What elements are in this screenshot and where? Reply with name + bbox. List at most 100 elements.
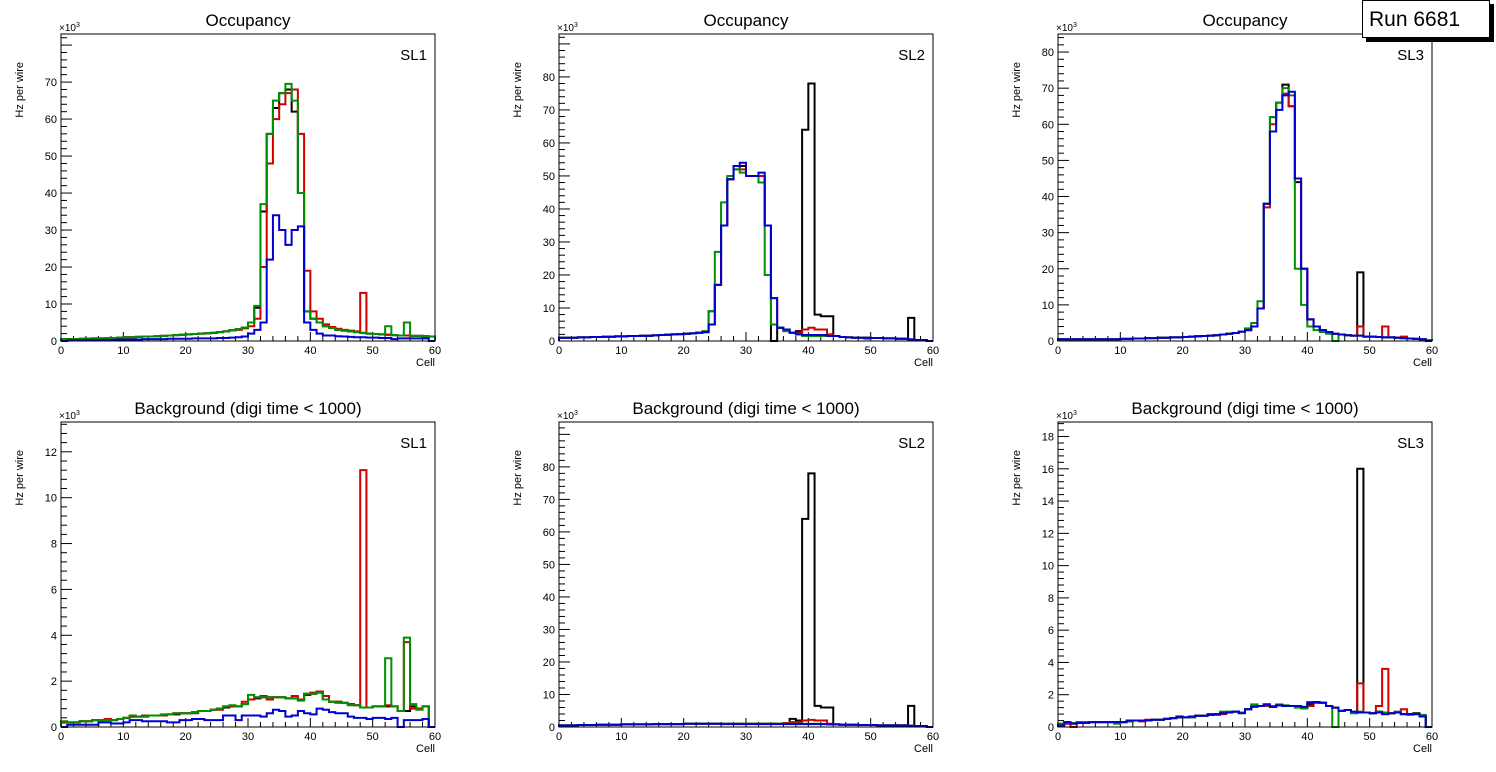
superlayer-label: SL3 [1397,435,1424,452]
x-tick-label: 0 [58,731,64,743]
y-tick-label: 70 [543,105,555,117]
y-tick-label: 16 [1042,464,1054,476]
x-tick-label: 10 [615,345,627,357]
x-tick-label: 40 [802,345,814,357]
y-tick-label: 50 [543,171,555,183]
y-axis-label: Hz per wire [14,62,26,118]
y-tick-label: 50 [1042,155,1054,167]
histogram-series-red [558,165,933,342]
y-tick-label: 40 [543,204,555,216]
x-tick-label: 20 [180,345,192,357]
chart-title: Background (digi time < 1000) [134,399,361,418]
histogram-series-blue [1057,90,1432,342]
histogram-panel-sl2-occupancy: Occupancy SL2 ×103 Cell Hz per wire 0 10 20 30 40… [512,11,939,369]
x-tick-label: 60 [1426,345,1438,357]
histogram-panel-sl1-background: Background (digi time < 1000) SL1 ×103 Cell… [14,399,441,755]
y-tick-label: 20 [543,657,555,669]
y-axis-label: Hz per wire [1011,450,1023,506]
chart-title: Occupancy [1202,11,1288,30]
chart-title: Background (digi time < 1000) [1131,399,1358,418]
x-tick-label: 40 [304,345,316,357]
x-tick-label: 20 [180,731,192,743]
y-tick-label: 10 [543,689,555,701]
y-tick-label: 0 [549,722,555,734]
histogram-series-green [60,82,436,341]
y-tick-label: 18 [1042,432,1054,444]
y-tick-label: 60 [543,138,555,150]
y-tick-label: 0 [51,336,57,348]
y-exponent-label: ×103 [59,22,80,34]
x-tick-label: 50 [865,345,877,357]
histogram-series-green [60,636,435,728]
histogram-series-black [60,88,436,341]
x-tick-label: 50 [367,345,379,357]
y-tick-label: 30 [1042,228,1054,240]
y-exponent-label: ×103 [59,410,80,422]
histogram-series-black [1057,467,1432,728]
x-tick-label: 20 [678,345,690,357]
y-tick-label: 4 [1048,657,1054,669]
histogram-series-green [558,168,933,342]
y-tick-label: 70 [1042,83,1054,95]
superlayer-label: SL1 [400,435,427,452]
x-tick-label: 50 [1364,731,1376,743]
y-tick-label: 0 [1048,722,1054,734]
histogram-series-blue [1057,700,1432,728]
y-exponent-label: ×103 [557,22,578,34]
y-tick-label: 50 [543,559,555,571]
x-tick-label: 40 [1301,731,1313,743]
y-tick-label: 60 [1042,119,1054,131]
y-tick-label: 80 [543,72,555,84]
chart-title: Occupancy [703,11,789,30]
x-tick-label: 60 [429,345,441,357]
superlayer-label: SL2 [898,47,925,64]
y-axis-label: Hz per wire [512,62,524,118]
x-tick-label: 10 [615,731,627,743]
x-tick-label: 30 [1239,345,1251,357]
x-tick-label: 40 [304,731,316,743]
y-exponent-label: ×103 [557,410,578,422]
y-tick-label: 8 [51,539,57,551]
y-tick-label: 10 [1042,300,1054,312]
histogram-panel-sl2-background: Background (digi time < 1000) SL2 ×103 Cell… [512,399,939,755]
y-tick-label: 20 [1042,264,1054,276]
superlayer-label: SL3 [1397,47,1424,64]
x-axis-label: Cell [416,357,435,369]
histogram-series-blue [558,161,933,342]
x-tick-label: 20 [1177,345,1189,357]
y-tick-label: 0 [1048,336,1054,348]
x-tick-label: 60 [429,731,441,743]
y-tick-label: 2 [1048,690,1054,702]
plot-frame [1057,421,1433,728]
x-tick-label: 60 [927,731,939,743]
plot-frame [1057,33,1433,342]
y-tick-label: 2 [51,676,57,688]
x-tick-label: 0 [556,345,562,357]
histogram-series-black [1057,83,1433,342]
plot-frame [558,33,934,342]
x-tick-label: 0 [1055,731,1061,743]
superlayer-label: SL2 [898,435,925,452]
y-tick-label: 40 [45,188,57,200]
run-number-label: Run 6681 [1362,0,1490,38]
y-tick-label: 40 [1042,192,1054,204]
y-axis-label: Hz per wire [512,450,524,506]
x-tick-label: 40 [802,731,814,743]
x-axis-label: Cell [914,357,933,369]
y-tick-label: 40 [543,592,555,604]
x-tick-label: 30 [740,345,752,357]
y-tick-label: 12 [1042,528,1054,540]
x-tick-label: 0 [556,731,562,743]
superlayer-label: SL1 [400,47,427,64]
histogram-series-blue [558,722,933,728]
x-tick-label: 30 [242,345,254,357]
y-tick-label: 80 [543,462,555,474]
x-tick-label: 30 [1239,731,1251,743]
y-tick-label: 10 [45,299,57,311]
x-tick-label: 50 [1364,345,1376,357]
x-axis-label: Cell [1413,743,1432,755]
x-tick-label: 0 [1055,345,1061,357]
y-tick-label: 20 [543,270,555,282]
y-tick-label: 6 [51,584,57,596]
x-tick-label: 50 [865,731,877,743]
